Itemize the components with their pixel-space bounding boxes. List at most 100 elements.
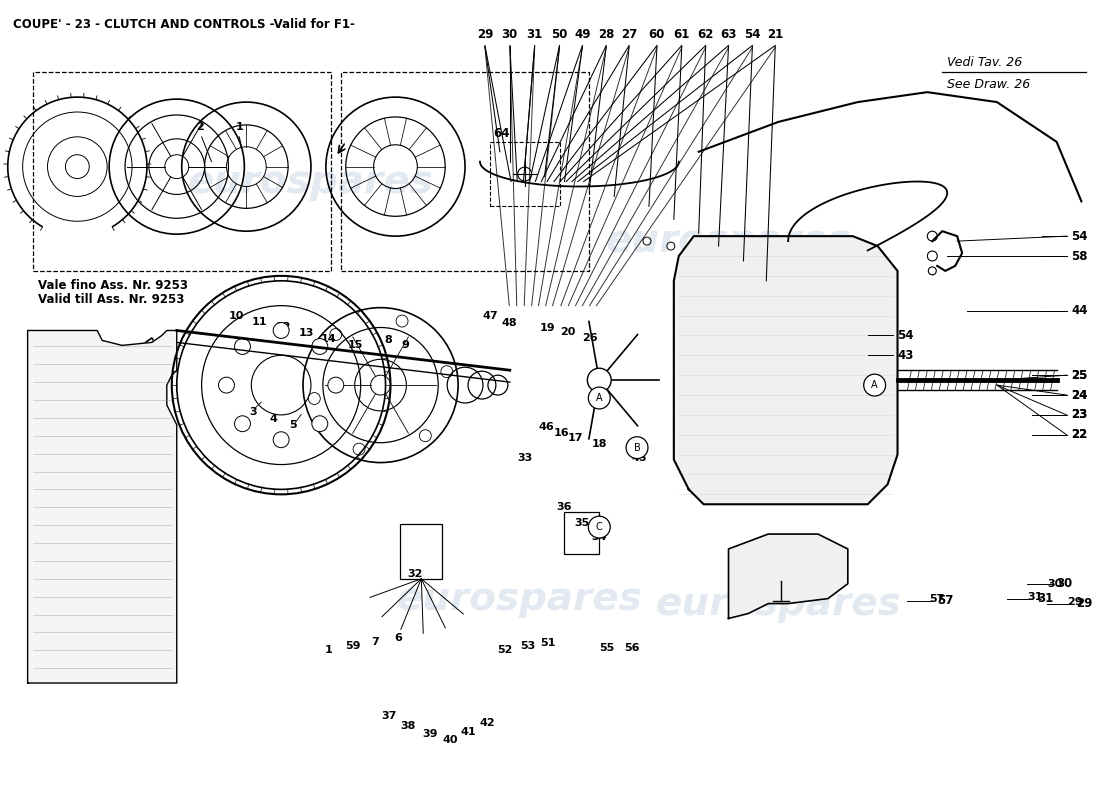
Circle shape: [588, 516, 610, 538]
Text: 27: 27: [621, 27, 637, 41]
Text: 42: 42: [480, 718, 495, 728]
Circle shape: [328, 377, 344, 393]
Text: 58: 58: [1071, 250, 1088, 262]
Text: 26: 26: [583, 334, 598, 343]
Text: 54: 54: [1071, 230, 1088, 242]
Bar: [33, 72, 331, 271]
Bar: [400, 524, 442, 578]
Text: 32: 32: [408, 569, 424, 578]
Text: 19: 19: [540, 323, 556, 334]
Text: 45: 45: [631, 453, 647, 462]
Text: 16: 16: [553, 428, 570, 438]
Text: 34: 34: [592, 532, 607, 542]
Text: 40: 40: [442, 734, 458, 745]
Text: 5: 5: [289, 420, 297, 430]
Text: 37: 37: [381, 710, 396, 721]
Text: 39: 39: [422, 729, 438, 738]
Text: Valid till Ass. Nr. 9253: Valid till Ass. Nr. 9253: [37, 293, 184, 306]
Polygon shape: [28, 330, 177, 683]
Text: See Draw. 26: See Draw. 26: [947, 78, 1031, 90]
Text: 57: 57: [937, 594, 954, 607]
Text: 54: 54: [744, 27, 760, 41]
Circle shape: [234, 416, 251, 432]
Text: 38: 38: [400, 721, 416, 730]
Text: 50: 50: [551, 27, 568, 41]
Text: A: A: [596, 393, 603, 403]
Text: Vedi Tav. 26: Vedi Tav. 26: [947, 56, 1023, 69]
Text: 53: 53: [520, 642, 536, 651]
Bar: [341, 72, 590, 271]
Text: 13: 13: [298, 329, 314, 338]
Circle shape: [273, 432, 289, 448]
Text: 4: 4: [270, 414, 277, 424]
Text: 43: 43: [898, 349, 914, 362]
Text: Vale fino Ass. Nr. 9253: Vale fino Ass. Nr. 9253: [37, 279, 188, 292]
Text: 64: 64: [493, 127, 509, 140]
Text: A: A: [871, 380, 878, 390]
Text: 29: 29: [1067, 597, 1082, 606]
Circle shape: [219, 377, 234, 393]
Text: eurospares: eurospares: [606, 222, 851, 260]
Text: 51: 51: [540, 638, 556, 648]
Circle shape: [587, 368, 612, 392]
Text: 46: 46: [539, 422, 554, 432]
Text: 1: 1: [235, 122, 243, 132]
Text: 48: 48: [502, 318, 518, 327]
Text: 56: 56: [625, 643, 640, 654]
Text: 21: 21: [767, 27, 783, 41]
Bar: [564, 512, 600, 554]
Text: 6: 6: [395, 634, 403, 643]
Text: 30: 30: [502, 27, 518, 41]
Text: 14: 14: [321, 334, 337, 345]
Text: 33: 33: [517, 453, 532, 462]
Circle shape: [626, 437, 648, 458]
Text: 20: 20: [560, 327, 575, 338]
Text: 63: 63: [720, 27, 737, 41]
Text: 41: 41: [460, 726, 476, 737]
Text: 7: 7: [372, 638, 379, 647]
Text: 29: 29: [1077, 597, 1092, 610]
Text: 3: 3: [250, 407, 257, 417]
Circle shape: [864, 374, 886, 396]
Text: eurospares: eurospares: [188, 162, 433, 201]
Text: 57: 57: [930, 594, 945, 604]
Bar: [490, 142, 560, 206]
Text: 23: 23: [1071, 408, 1088, 422]
Text: 8: 8: [385, 335, 393, 346]
Text: 11: 11: [252, 317, 267, 326]
Text: 44: 44: [1071, 304, 1088, 317]
Circle shape: [312, 338, 328, 354]
Text: 52: 52: [497, 646, 513, 655]
Text: 25: 25: [1071, 369, 1088, 382]
Text: 28: 28: [598, 27, 615, 41]
Text: 30: 30: [1047, 578, 1063, 589]
Text: 62: 62: [697, 27, 714, 41]
Text: eurospares: eurospares: [656, 585, 901, 622]
Text: 31: 31: [1036, 592, 1053, 605]
Text: 9: 9: [402, 340, 409, 350]
Text: 29: 29: [476, 27, 493, 41]
Text: 18: 18: [592, 438, 607, 449]
Circle shape: [273, 322, 289, 338]
Text: 31: 31: [1027, 592, 1043, 602]
Text: 12: 12: [275, 322, 290, 333]
Text: COUPE' - 23 - CLUTCH AND CONTROLS -Valid for F1-: COUPE' - 23 - CLUTCH AND CONTROLS -Valid…: [13, 18, 354, 30]
Text: 23: 23: [1071, 408, 1088, 422]
Text: 49: 49: [574, 27, 591, 41]
Text: B: B: [634, 442, 640, 453]
Text: 30: 30: [1057, 578, 1072, 590]
Text: 61: 61: [673, 27, 690, 41]
Text: 22: 22: [1071, 428, 1088, 442]
Text: 10: 10: [229, 310, 244, 321]
Text: 24: 24: [1071, 389, 1088, 402]
Text: 2: 2: [196, 122, 204, 132]
FancyArrow shape: [60, 338, 162, 414]
Text: 25: 25: [1071, 369, 1088, 382]
Text: 24: 24: [1071, 389, 1088, 402]
Circle shape: [588, 387, 610, 409]
Text: 60: 60: [649, 27, 666, 41]
Polygon shape: [728, 534, 848, 618]
Text: C: C: [596, 522, 603, 532]
Text: 17: 17: [568, 433, 583, 442]
Text: 54: 54: [898, 329, 914, 342]
